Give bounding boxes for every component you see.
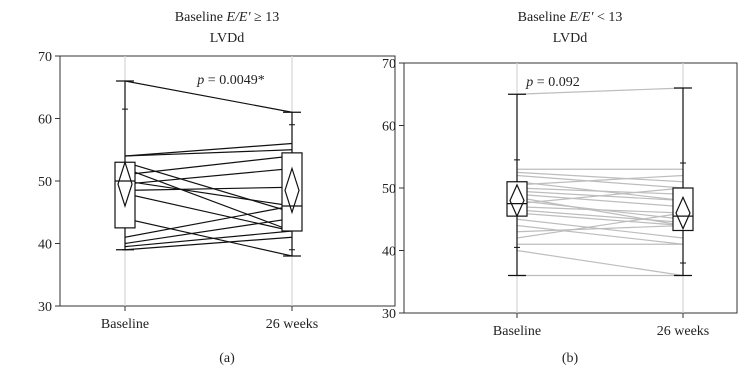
panel-a-p-symbol: p	[196, 73, 204, 88]
panel-a-title-prefix: Baseline	[175, 10, 227, 25]
panel-b-boxplot-0	[506, 93, 528, 277]
panel-b-subject-line-17	[516, 224, 684, 233]
panel-a: Baseline E/E′ ≥ 13 LVDd 30 40 50 60 70 Baseli…	[38, 10, 396, 366]
panel-b-subject-line-20	[516, 249, 684, 277]
panel-a-subject-line-5	[124, 155, 293, 176]
panel-b-x-tick-label-1: 26 weeks	[657, 324, 710, 339]
panel-a-boxplot-0	[114, 80, 136, 251]
panel-b-y-tick-label-60: 60	[382, 120, 396, 135]
panel-a-y-tick-label-50: 50	[38, 175, 52, 190]
panel-a-subject-line-3	[124, 161, 293, 213]
panel-a-subject-line-13	[124, 230, 293, 248]
panel-a-subject-line-8	[124, 186, 293, 191]
panel-a-boxplot-mean-diamond-0	[117, 160, 133, 208]
panel-a-subject-line-10	[124, 217, 293, 257]
panel-a-subject-line-6	[124, 180, 293, 207]
panel-b-label: (b)	[562, 351, 579, 366]
panel-b-plot: 30 40 50 60 70 Baseline 26 weeks p = 0.092	[382, 57, 709, 339]
panel-b-subject-line-16	[516, 224, 684, 245]
panel-b-boxplot-box-0	[506, 181, 528, 217]
panel-a-subject-line-4	[124, 167, 293, 232]
panel-b-subject-line-18	[516, 212, 684, 239]
panel-a-boxplot-box-1	[281, 152, 303, 232]
panel-b-p-value-annotation: p = 0.092	[525, 75, 579, 90]
panel-b-subtitle: LVDd	[553, 31, 588, 46]
panel-a-title-suffix: ≥ 13	[251, 10, 280, 25]
panel-a-subject-line-11	[124, 205, 293, 238]
panel-a-title: Baseline E/E′ ≥ 13	[175, 10, 279, 25]
panel-b: Baseline E/E′ < 13 LVDd 30 40 50 60 70 Baseli…	[382, 10, 738, 366]
panel-a-subject-line-14	[124, 236, 293, 251]
panel-a-boxplot-mean-diamond-1	[284, 166, 300, 215]
panel-b-subject-line-3	[516, 174, 684, 189]
panel-b-subject-line-8	[516, 193, 684, 208]
panel-a-subject-line-12	[124, 217, 293, 245]
panel-a-y-tick-label-60: 60	[38, 113, 52, 128]
panel-b-y-tick-label-30: 30	[382, 307, 396, 322]
panel-a-y-tick-label-40: 40	[38, 238, 52, 253]
panel-b-subject-line-11	[516, 187, 684, 205]
panel-a-plot-frame	[59, 55, 396, 307]
panel-a-p-value: = 0.0049*	[204, 73, 264, 88]
panel-b-subject-line-14	[516, 212, 684, 227]
panel-a-boxplot-box-0	[114, 161, 136, 229]
panel-a-label: (a)	[219, 351, 235, 366]
panel-b-boxplot-mean-diamond-1	[675, 195, 691, 231]
panel-b-subject-line-13	[516, 209, 684, 223]
panel-a-subject-line-1	[124, 149, 293, 157]
panel-b-y-tick-label-40: 40	[382, 245, 396, 260]
panel-a-subject-line-9	[124, 192, 293, 232]
panel-b-x-tick-label-0: Baseline	[493, 324, 541, 339]
panel-b-boxplot-box-1	[672, 187, 694, 232]
panel-b-title-var: E/E′	[568, 10, 594, 25]
panel-b-title-prefix: Baseline	[518, 10, 570, 25]
panel-a-x-tick-label-0: Baseline	[101, 317, 149, 332]
panel-b-title: Baseline E/E′ < 13	[518, 10, 623, 25]
panel-b-y-tick-label-70: 70	[382, 57, 396, 72]
panel-b-subject-line-12	[516, 206, 684, 214]
panel-a-y-tick-label-70: 70	[38, 50, 52, 65]
panel-a-y-tick-label-30: 30	[38, 300, 52, 315]
panel-a-subject-line-0	[124, 80, 293, 113]
panel-b-y-tick-label-50: 50	[382, 182, 396, 197]
panel-b-title-suffix: < 13	[593, 10, 622, 25]
panel-a-subject-line-2	[124, 142, 293, 157]
panel-b-boxplot-1	[672, 87, 694, 277]
panel-a-subject-line-7	[124, 167, 293, 185]
panel-b-p-value: = 0.092	[533, 75, 579, 90]
panel-b-boxplot-mean-diamond-0	[509, 183, 525, 218]
panel-b-subject-line-2	[516, 171, 684, 183]
panel-a-x-tick-label-1: 26 weeks	[266, 317, 319, 332]
panel-a-p-value-annotation: p = 0.0049*	[196, 73, 264, 88]
panel-b-subject-line-5	[516, 174, 684, 186]
panel-a-boxplot-1	[281, 111, 303, 257]
panel-b-p-symbol: p	[525, 75, 533, 90]
panel-b-subject-line-6	[516, 187, 684, 195]
panel-a-plot: 30 40 50 60 70 Baseline 26 weeks p = 0.0049*	[38, 50, 318, 332]
panel-a-subtitle: LVDd	[210, 31, 245, 46]
panel-b-subject-line-0	[516, 87, 684, 95]
panel-a-title-var: E/E′	[225, 10, 251, 25]
